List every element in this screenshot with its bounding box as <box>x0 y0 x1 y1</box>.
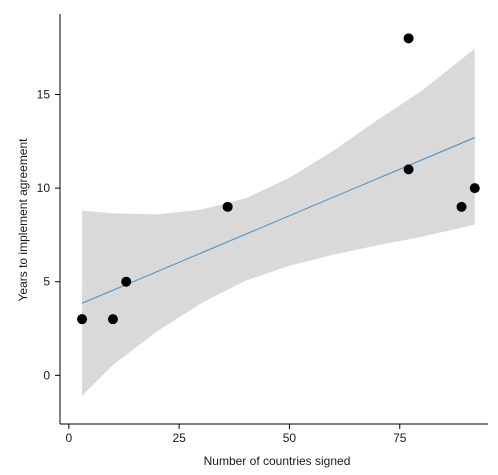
data-point-1 <box>77 314 88 325</box>
y-tick-label: 0 <box>43 368 50 382</box>
y-tick-label: 15 <box>37 88 51 102</box>
y-tick-label: 5 <box>43 275 50 289</box>
data-point-7 <box>456 201 467 212</box>
axes-layer: 0 25 50 75 0 5 10 15 <box>37 14 488 445</box>
x-axis-title: Number of countries signed <box>204 454 351 468</box>
x-tick-label: 0 <box>65 431 72 445</box>
data-point-3 <box>121 276 132 287</box>
x-tick-label: 50 <box>283 431 297 445</box>
data-points-layer <box>77 33 480 325</box>
y-tick-label: 10 <box>37 181 51 195</box>
data-point-5 <box>403 33 414 44</box>
x-tick-label: 25 <box>172 431 186 445</box>
data-point-8 <box>469 183 480 194</box>
x-tick-label: 75 <box>393 431 407 445</box>
confidence-band-layer <box>82 48 475 396</box>
data-point-2 <box>107 314 118 325</box>
data-point-4 <box>222 201 233 212</box>
y-axis-title: Years to implement agreement <box>16 138 30 302</box>
data-point-6 <box>403 164 414 175</box>
confidence-band <box>82 48 475 396</box>
